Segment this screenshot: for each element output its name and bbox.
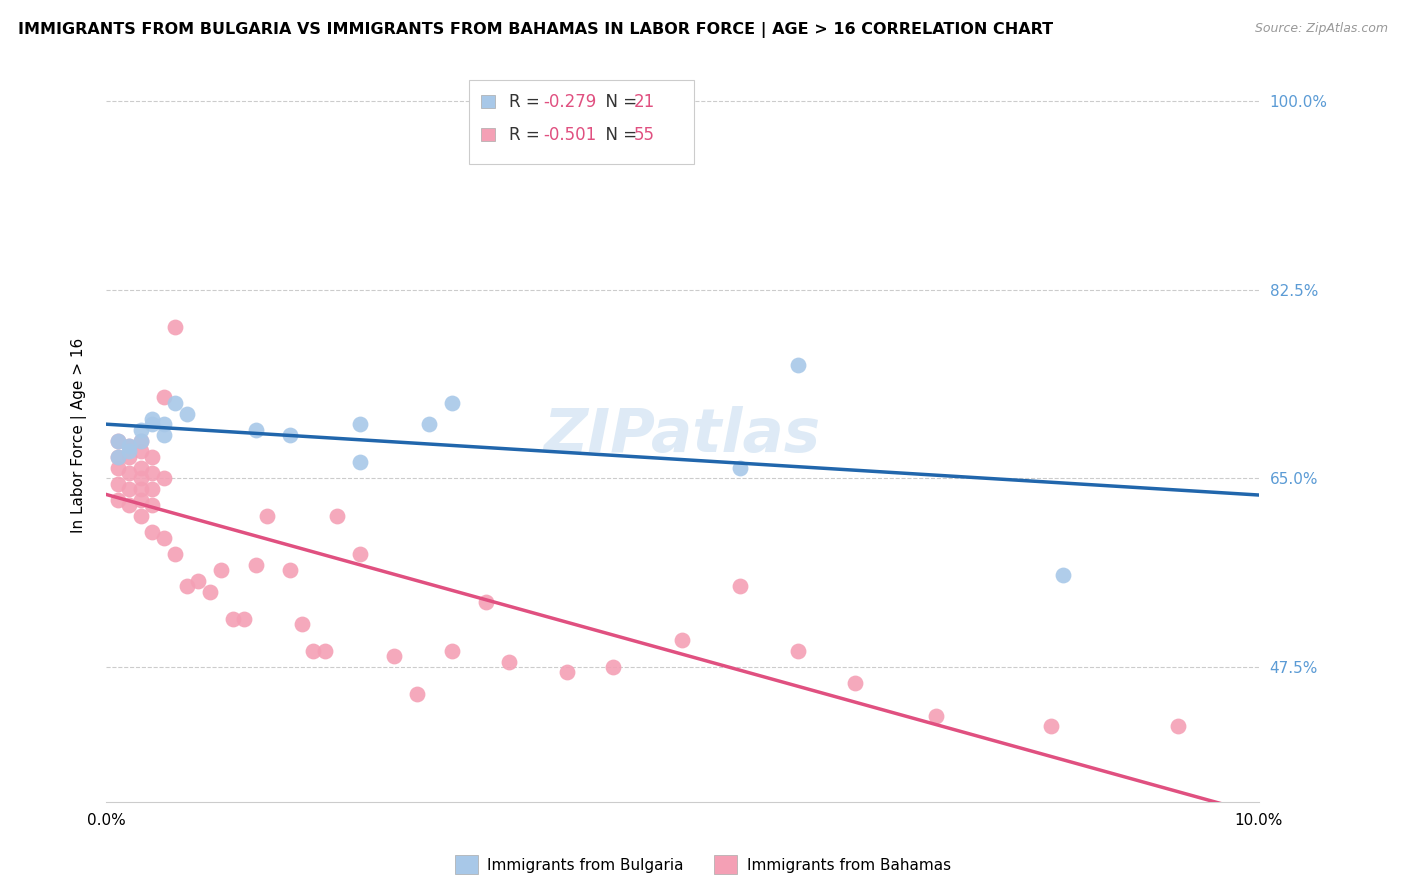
- Point: [152, 391, 174, 405]
- Text: Source: ZipAtlas.com: Source: ZipAtlas.com: [1254, 22, 1388, 36]
- Point: [165, 547, 187, 561]
- Point: [280, 563, 302, 577]
- Point: [107, 434, 129, 448]
- Point: [1167, 719, 1189, 733]
- Point: [222, 611, 245, 625]
- Point: [152, 471, 174, 485]
- Point: [728, 579, 751, 593]
- Point: [129, 509, 152, 524]
- Point: [118, 498, 141, 512]
- Point: [176, 407, 198, 421]
- Point: [141, 412, 163, 426]
- Point: [118, 450, 141, 464]
- Point: [141, 498, 163, 512]
- Point: [141, 417, 163, 432]
- Point: [107, 450, 129, 464]
- Point: [349, 547, 371, 561]
- Point: [141, 482, 163, 496]
- Point: [671, 633, 693, 648]
- FancyBboxPatch shape: [481, 95, 495, 108]
- Point: [129, 471, 152, 485]
- Point: [118, 466, 141, 480]
- Point: [141, 525, 163, 540]
- Point: [118, 444, 141, 458]
- Point: [498, 655, 520, 669]
- Point: [118, 439, 141, 453]
- FancyBboxPatch shape: [481, 128, 495, 141]
- Point: [786, 644, 808, 658]
- Point: [786, 358, 808, 372]
- Point: [280, 428, 302, 442]
- Point: [1052, 568, 1074, 582]
- Point: [129, 434, 152, 448]
- Point: [118, 439, 141, 453]
- Point: [382, 649, 405, 664]
- Point: [602, 660, 624, 674]
- Point: [475, 595, 498, 609]
- Point: [129, 482, 152, 496]
- Point: [165, 396, 187, 410]
- Point: [440, 644, 463, 658]
- Point: [291, 616, 314, 631]
- Point: [129, 492, 152, 507]
- Point: [107, 450, 129, 464]
- Point: [555, 665, 578, 680]
- Point: [925, 708, 948, 723]
- Point: [107, 460, 129, 475]
- Point: [176, 579, 198, 593]
- Text: -0.501: -0.501: [544, 126, 596, 144]
- Point: [418, 417, 440, 432]
- Point: [165, 320, 187, 334]
- Point: [152, 531, 174, 545]
- Point: [141, 450, 163, 464]
- Point: [107, 434, 129, 448]
- Point: [129, 460, 152, 475]
- Text: -0.279: -0.279: [544, 93, 596, 111]
- Text: ZIPatlas: ZIPatlas: [544, 406, 821, 465]
- Point: [325, 509, 347, 524]
- Text: N =: N =: [595, 126, 643, 144]
- Text: IMMIGRANTS FROM BULGARIA VS IMMIGRANTS FROM BAHAMAS IN LABOR FORCE | AGE > 16 CO: IMMIGRANTS FROM BULGARIA VS IMMIGRANTS F…: [18, 22, 1053, 38]
- Point: [728, 460, 751, 475]
- Point: [129, 434, 152, 448]
- Point: [245, 423, 267, 437]
- Point: [844, 676, 866, 690]
- Point: [440, 396, 463, 410]
- Point: [245, 558, 267, 572]
- Point: [233, 611, 256, 625]
- Point: [314, 644, 336, 658]
- Legend: Immigrants from Bulgaria, Immigrants from Bahamas: Immigrants from Bulgaria, Immigrants fro…: [449, 849, 957, 880]
- Y-axis label: In Labor Force | Age > 16: In Labor Force | Age > 16: [72, 337, 87, 533]
- Text: N =: N =: [595, 93, 643, 111]
- Point: [198, 584, 221, 599]
- Point: [209, 563, 232, 577]
- Point: [1040, 719, 1063, 733]
- Point: [406, 687, 429, 701]
- Point: [349, 417, 371, 432]
- Point: [187, 574, 209, 588]
- Point: [129, 423, 152, 437]
- Point: [107, 476, 129, 491]
- FancyBboxPatch shape: [470, 79, 693, 164]
- Point: [152, 417, 174, 432]
- Text: R =: R =: [509, 126, 546, 144]
- Point: [349, 455, 371, 469]
- Text: 55: 55: [634, 126, 654, 144]
- Point: [107, 492, 129, 507]
- Point: [152, 428, 174, 442]
- Point: [118, 482, 141, 496]
- Point: [141, 466, 163, 480]
- Point: [256, 509, 278, 524]
- Point: [129, 444, 152, 458]
- Text: 21: 21: [634, 93, 655, 111]
- Text: R =: R =: [509, 93, 546, 111]
- Point: [302, 644, 325, 658]
